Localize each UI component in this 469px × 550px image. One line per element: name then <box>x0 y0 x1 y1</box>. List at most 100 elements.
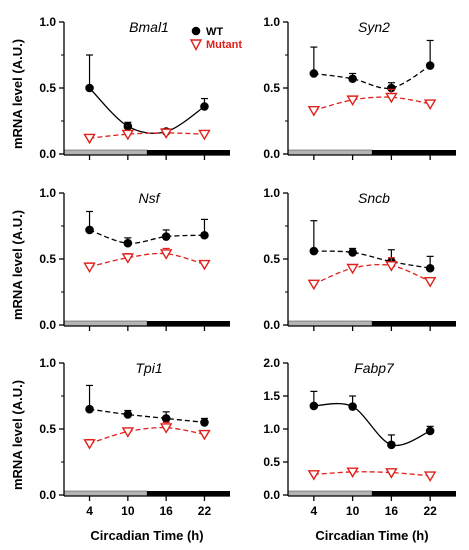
wt-point <box>200 102 209 111</box>
x-tick-label: 4 <box>311 504 318 518</box>
mutant-point <box>198 259 211 271</box>
wt-point <box>387 440 396 450</box>
dark-phase-bar <box>147 150 230 155</box>
dark-phase-bar <box>372 321 456 326</box>
y-tick-label: 1.0 <box>39 356 56 370</box>
panel-tpi1: 0.0 0.5 1.0 4 10 16 22 Tpi1 <box>39 356 230 518</box>
y-tick-label: 1.0 <box>39 186 56 200</box>
light-phase-bar <box>63 490 148 497</box>
wt-fit-curve <box>313 402 431 447</box>
mutant-point <box>159 423 173 434</box>
y-tick-label: 1.0 <box>263 422 280 436</box>
legend-mutant-label: Mutant <box>206 39 242 51</box>
y-tick-label: 1.0 <box>263 15 280 29</box>
y-tick-label: 0.5 <box>39 422 56 436</box>
wt-point <box>85 404 94 414</box>
x-axis-title: Circadian Time (h) <box>315 528 428 543</box>
x-tick-label: 22 <box>423 504 437 518</box>
mutant-point <box>198 129 211 141</box>
y-tick-label: 0.0 <box>39 147 56 161</box>
dark-phase-bar <box>147 321 230 326</box>
mutant-point <box>385 468 398 479</box>
y-tick-label: 0.5 <box>263 455 280 469</box>
gene-title: Syn2 <box>358 19 390 35</box>
mutant-point <box>159 249 173 260</box>
y-tick-label: 0.5 <box>39 81 56 95</box>
mutant-fit-curve <box>89 426 205 445</box>
wt-fit-curve <box>89 229 205 244</box>
wt-point <box>387 83 396 93</box>
panel-nsf: 0.0 0.5 1.0 Nsf <box>39 186 230 332</box>
x-axis-title: Circadian Time (h) <box>90 528 203 543</box>
wt-fit-curve <box>313 65 431 89</box>
wt-point <box>425 426 435 436</box>
wt-point <box>85 83 94 93</box>
wt-point <box>85 225 94 235</box>
mutant-point <box>423 99 437 110</box>
mutant-point <box>346 95 359 107</box>
y-axis-title: mRNA level (A.U.) <box>10 380 25 490</box>
wt-point <box>309 69 319 78</box>
y-tick-label: 1.0 <box>39 15 56 29</box>
mutant-point <box>346 263 359 275</box>
panel-bmal1: 0.0 0.5 1.0 Bmal1 <box>39 15 230 161</box>
dark-phase-bar <box>372 491 456 496</box>
x-tick-label: 10 <box>121 504 135 518</box>
y-tick-label: 0.0 <box>263 488 280 502</box>
wt-point <box>123 238 133 248</box>
mutant-point <box>121 427 135 438</box>
panel-fabp7: 0.0 0.5 1.0 1.5 2.0 4 10 16 22 Fabp7 <box>263 356 456 518</box>
mutant-point <box>159 128 173 140</box>
mutant-point <box>307 105 321 117</box>
panel-syn2: 0.0 0.5 1.0 Syn2 <box>263 15 456 161</box>
mutant-point <box>121 129 135 141</box>
light-phase-bar <box>287 490 373 497</box>
wt-point <box>309 246 319 256</box>
x-tick-label: 16 <box>385 504 399 518</box>
y-tick-label: 0.0 <box>39 318 56 332</box>
y-tick-label: 0.5 <box>39 252 56 266</box>
wt-fit-curve <box>89 408 205 424</box>
legend-mutant-marker <box>189 39 203 52</box>
y-tick-label: 0.0 <box>39 488 56 502</box>
mutant-point <box>83 133 96 145</box>
wt-point <box>348 248 357 257</box>
y-tick-label: 1.5 <box>263 389 280 403</box>
mutant-point <box>346 467 359 479</box>
gene-title: Fabp7 <box>354 360 395 376</box>
dark-phase-bar <box>372 150 456 155</box>
y-tick-label: 0.0 <box>263 147 280 161</box>
gene-title: Nsf <box>139 190 162 206</box>
mutant-point <box>385 261 398 272</box>
light-phase-bar <box>63 320 148 327</box>
mutant-point <box>307 470 321 481</box>
x-tick-label: 4 <box>86 504 93 518</box>
gene-title: Bmal1 <box>129 19 169 35</box>
x-tick-label: 10 <box>346 504 360 518</box>
dark-phase-bar <box>147 491 230 496</box>
mutant-point <box>121 253 135 264</box>
legend-wt-marker <box>191 26 201 36</box>
mutant-point <box>83 262 96 274</box>
gene-title: Sncb <box>358 190 390 206</box>
mutant-fit-curve <box>89 252 205 268</box>
wt-point <box>309 401 319 411</box>
mutant-point <box>198 429 211 441</box>
y-tick-label: 0.0 <box>263 318 280 332</box>
mutant-point <box>307 279 321 291</box>
y-tick-label: 0.5 <box>263 81 280 95</box>
wt-point <box>200 418 209 427</box>
wt-point <box>425 61 435 70</box>
y-tick-label: 1.0 <box>263 186 280 200</box>
mutant-fit-curve <box>89 132 205 139</box>
y-tick-label: 0.5 <box>263 252 280 266</box>
wt-point <box>348 74 357 84</box>
wt-point <box>161 232 171 241</box>
x-tick-label: 22 <box>198 504 212 518</box>
x-tick-label: 16 <box>159 504 173 518</box>
mutant-fit-curve <box>313 96 431 112</box>
mutant-point <box>83 439 96 450</box>
wt-point <box>348 402 357 411</box>
wt-point <box>200 230 209 240</box>
mutant-fit-curve <box>313 471 431 477</box>
